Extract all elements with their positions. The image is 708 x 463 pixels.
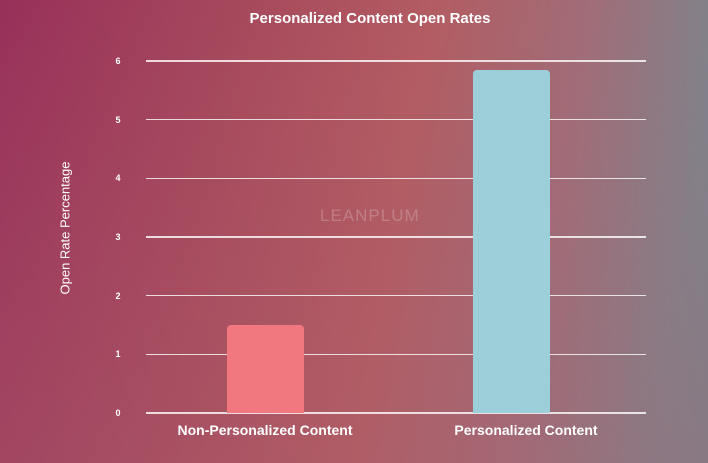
gridline [146, 236, 646, 238]
gridline [146, 60, 646, 62]
y-axis-label: Open Rate Percentage [57, 161, 73, 295]
chart-title: Personalized Content Open Rates [249, 10, 491, 27]
watermark-logo: LEANPLUM [320, 206, 420, 225]
gridline [146, 177, 646, 180]
bar [226, 325, 304, 413]
y-tick-label: 4 [115, 173, 121, 184]
gridline [146, 294, 646, 297]
y-tick-label: 2 [115, 290, 121, 301]
y-tick-label: 0 [115, 408, 121, 418]
bar [472, 69, 550, 413]
gridline [146, 412, 646, 414]
y-tick-label: 6 [115, 56, 121, 66]
y-tick-label: 5 [115, 114, 121, 125]
y-tick-label: 1 [115, 349, 121, 360]
y-tick-label: 3 [115, 232, 121, 242]
gridline [146, 118, 646, 121]
x-tick-label: Non-Personalized Content [177, 422, 353, 438]
gridline [146, 353, 646, 356]
x-tick-label: Personalized Content [454, 422, 598, 438]
